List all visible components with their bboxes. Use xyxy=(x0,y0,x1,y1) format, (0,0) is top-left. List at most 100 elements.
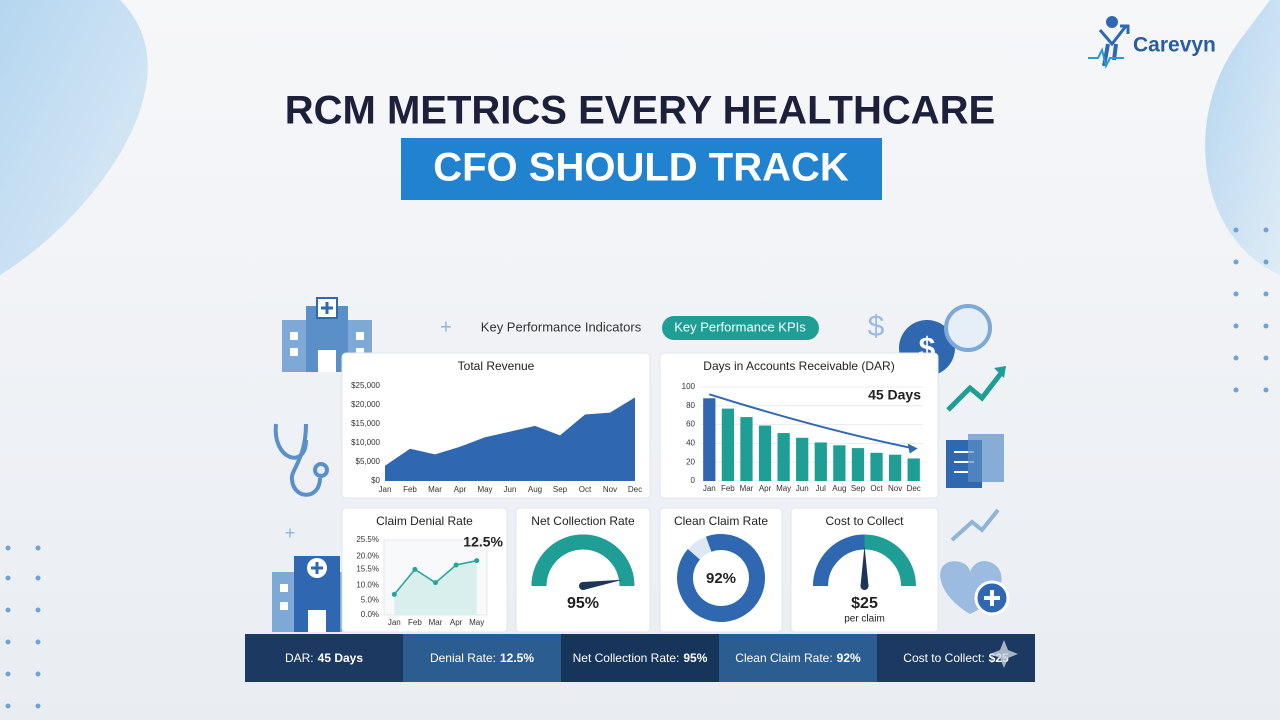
y-tick-label: 100 xyxy=(682,382,696,391)
point xyxy=(474,558,480,564)
value-label: 95% xyxy=(567,595,599,612)
chart-title: Net Collection Rate xyxy=(531,514,635,528)
summary-label: Cost to Collect: xyxy=(903,651,984,665)
tab[interactable]: Key Performance Indicators xyxy=(481,319,642,334)
trend-arrow xyxy=(708,393,914,450)
summary-label: Clean Claim Rate: xyxy=(735,651,832,665)
chart-panel: Net Collection Rate 95% xyxy=(515,507,651,633)
point xyxy=(433,580,438,586)
annotation: 12.5% xyxy=(463,534,503,550)
decor-blob xyxy=(1205,0,1280,275)
bar xyxy=(758,425,772,481)
bar xyxy=(851,448,865,481)
chart-title: Claim Denial Rate xyxy=(376,514,473,528)
summary-item: DAR: 45 Days xyxy=(285,651,363,665)
y-tick-label: 15.5% xyxy=(356,565,379,574)
denial-area xyxy=(394,560,477,615)
x-tick-label: Jan xyxy=(379,485,392,494)
y-tick-label: 5.0% xyxy=(361,595,379,604)
chart-title: Clean Claim Rate xyxy=(674,514,768,528)
summary-segment xyxy=(719,634,877,682)
x-tick-label: Mar xyxy=(429,618,443,627)
panel-card xyxy=(515,507,651,633)
x-tick-label: Dec xyxy=(628,485,642,494)
chart-panel: Cost to Collect $25 per claim xyxy=(790,507,939,633)
y-tick-label: 60 xyxy=(686,420,695,429)
y-tick-label: $0 xyxy=(371,476,380,485)
chart-title: Total Revenue xyxy=(458,359,535,373)
y-tick-label: $15,000 xyxy=(351,419,380,428)
chart-panel: Claim Denial Rate 0.0% 5.0% 10.0% 15.5% 20.0%… xyxy=(341,507,508,633)
x-tick-label: Mar xyxy=(740,484,754,493)
y-tick-label: $10,000 xyxy=(351,438,380,447)
y-tick-label: 0 xyxy=(691,476,696,485)
gauge-fill xyxy=(531,534,634,587)
y-tick-label: 25.5% xyxy=(356,535,379,544)
summary-item: Denial Rate: 12.5% xyxy=(430,651,534,665)
summary-label: Net Collection Rate: xyxy=(573,651,680,665)
summary-item: Clean Claim Rate: 92% xyxy=(735,651,861,665)
x-tick-label: Oct xyxy=(870,484,883,493)
summary-value: 12.5% xyxy=(500,651,534,665)
tab[interactable]: Key Performance KPIs xyxy=(674,319,806,334)
decor-hospital xyxy=(272,556,342,632)
bar xyxy=(721,408,735,481)
decor-stethoscope xyxy=(273,423,329,497)
headline-highlight xyxy=(401,138,882,200)
trend-arrowhead xyxy=(907,443,918,454)
decor-dots xyxy=(5,227,1269,709)
bar xyxy=(796,437,809,481)
x-tick-label: Jun xyxy=(504,485,517,494)
summary-segment xyxy=(403,634,561,682)
x-tick-label: Oct xyxy=(579,485,592,494)
x-tick-label: Jan xyxy=(703,484,716,493)
chart-panel: Clean Claim Rate 92% xyxy=(659,507,783,633)
svg-text:$: $ xyxy=(868,310,885,343)
x-tick-label: Sep xyxy=(851,484,866,493)
headline: CFO SHOULD TRACK xyxy=(433,146,849,190)
headline: RCM METRICS EVERY HEALTHCARE xyxy=(285,89,995,133)
x-tick-label: Feb xyxy=(721,484,735,493)
gauge-needle xyxy=(582,579,623,590)
logo-icon xyxy=(1088,16,1130,69)
x-tick-label: Apr xyxy=(759,484,772,493)
chart-panel: Total Revenue $0 $5,000 $10,000 $15,000 $20,0… xyxy=(341,352,651,499)
gauge-hub xyxy=(579,582,587,590)
bar xyxy=(703,398,716,481)
x-tick-label: Mar xyxy=(428,485,442,494)
bar xyxy=(777,433,790,481)
gauge-fill xyxy=(813,534,865,587)
summary-item: Net Collection Rate: 95% xyxy=(573,651,708,665)
bar xyxy=(833,445,846,481)
value-label: 92% xyxy=(706,570,736,587)
x-tick-label: Jul xyxy=(816,484,826,493)
summary-value: 92% xyxy=(837,651,861,665)
chart-title: Cost to Collect xyxy=(825,514,904,528)
summary-label: DAR: xyxy=(285,651,314,665)
tab-pill[interactable] xyxy=(662,316,819,340)
y-tick-label: 80 xyxy=(686,401,695,410)
bar xyxy=(870,452,883,481)
y-tick-label: 10.0% xyxy=(356,581,379,590)
y-tick-label: $25,000 xyxy=(351,381,380,390)
x-tick-label: May xyxy=(477,485,492,494)
y-tick-label: 40 xyxy=(686,439,695,448)
summary-label: Denial Rate: xyxy=(430,651,496,665)
y-tick-label: 0.0% xyxy=(361,610,379,619)
decor-plus: + xyxy=(440,316,452,338)
x-tick-label: Dec xyxy=(907,484,921,493)
x-tick-label: Nov xyxy=(603,485,617,494)
x-tick-label: Aug xyxy=(832,484,846,493)
x-tick-label: Feb xyxy=(403,485,417,494)
x-tick-label: May xyxy=(469,618,484,627)
bar xyxy=(907,458,920,481)
decor-sparkle xyxy=(990,640,1018,668)
decor-finance: $ $ xyxy=(868,304,1010,616)
x-tick-label: Feb xyxy=(408,618,422,627)
point xyxy=(453,562,459,568)
donut-fill xyxy=(677,534,765,622)
gauge-needle xyxy=(860,546,869,586)
point xyxy=(391,591,397,597)
decor-blob xyxy=(0,0,148,275)
y-tick-label: 20.0% xyxy=(356,551,379,560)
